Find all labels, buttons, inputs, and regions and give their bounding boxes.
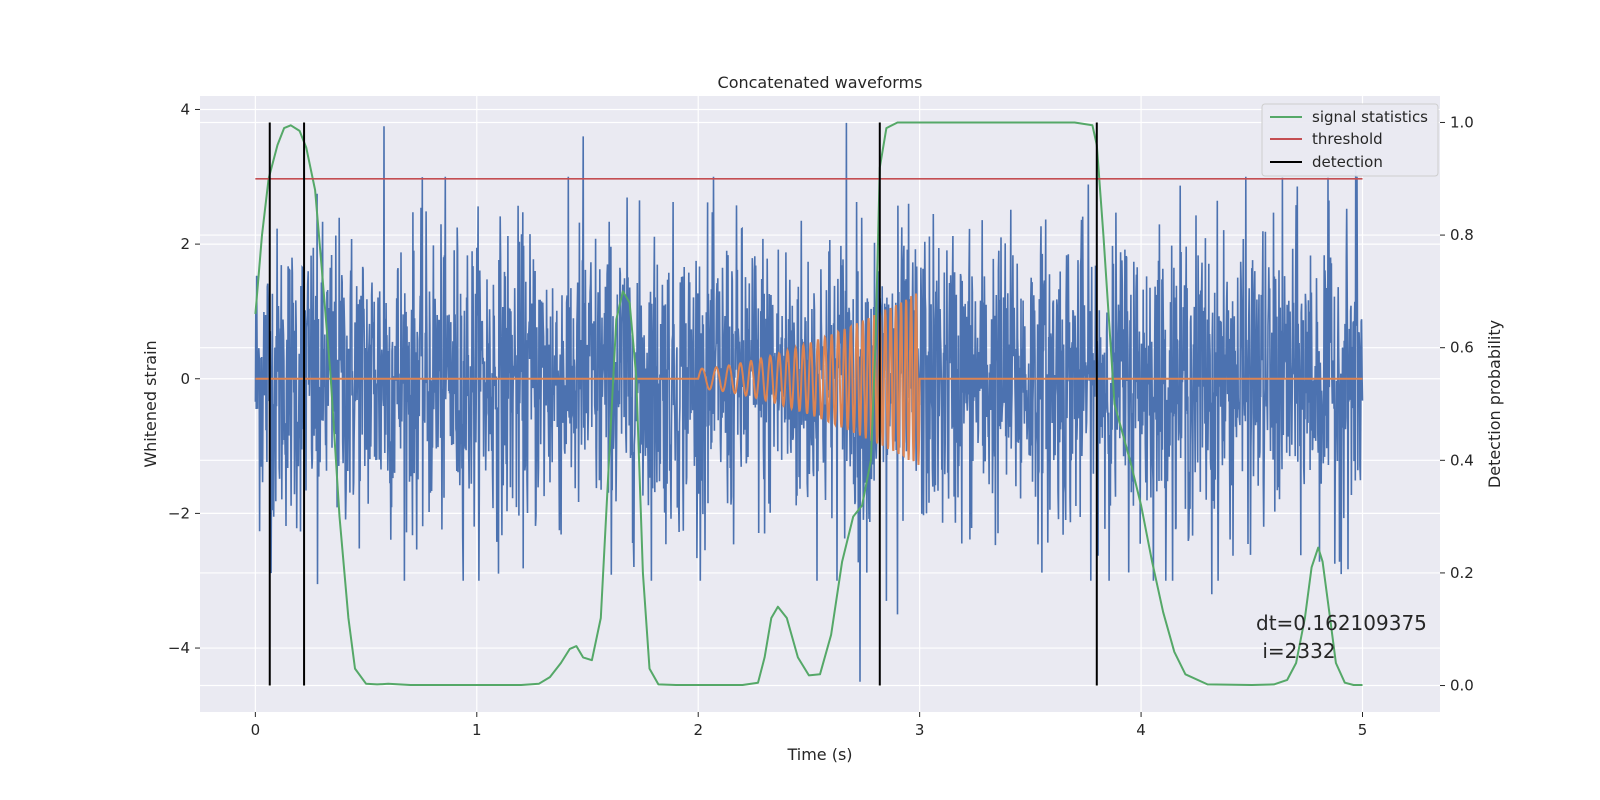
y-axis-left: −4 −2 0 2 4 [168, 100, 200, 657]
x-tick-label-5: 5 [1358, 721, 1368, 739]
y-axis-label: Whitened strain [141, 340, 160, 467]
y2-axis-label: Detection probability [1485, 320, 1504, 488]
legend-label-signal-statistics: signal statistics [1312, 108, 1428, 126]
y2-tick-label-2: 0.4 [1450, 451, 1474, 469]
legend: signal statistics threshold detection [1261, 103, 1439, 177]
detection-series [268, 122, 1098, 686]
y-tick-label-0: −4 [168, 639, 190, 657]
x-axis: 0 1 2 3 4 5 [251, 712, 1368, 739]
annotation: dt=0.162109375 i=2332 [1256, 611, 1427, 663]
x-tick-label-0: 0 [251, 721, 261, 739]
y2-tick-label-4: 0.8 [1450, 226, 1474, 244]
x-tick-label-2: 2 [693, 721, 703, 739]
y-axis-right: 0.0 0.2 0.4 0.6 0.8 1.0 [1440, 113, 1474, 695]
y2-tick-label-5: 1.0 [1450, 113, 1474, 131]
y-tick-label-4: 4 [180, 100, 190, 118]
y-tick-label-1: −2 [168, 504, 190, 522]
x-tick-label-3: 3 [915, 721, 925, 739]
y2-tick-label-1: 0.2 [1450, 564, 1474, 582]
chart-title: Concatenated waveforms [718, 73, 923, 92]
y-tick-label-3: 2 [180, 235, 190, 253]
signal-statistics-line [254, 121, 1363, 686]
annotation-line-1: dt=0.162109375 [1256, 611, 1427, 635]
template-line [255, 293, 1363, 465]
legend-label-threshold: threshold [1312, 130, 1383, 148]
y2-tick-label-3: 0.6 [1450, 339, 1474, 357]
annotation-line-2: i=2332 [1256, 639, 1336, 663]
x-tick-label-4: 4 [1136, 721, 1146, 739]
y-tick-label-2: 0 [180, 370, 190, 388]
x-axis-label: Time (s) [786, 745, 852, 764]
template-series [255, 293, 1363, 465]
y2-tick-label-0: 0.0 [1450, 677, 1474, 695]
legend-label-detection: detection [1312, 153, 1383, 171]
x-tick-label-1: 1 [472, 721, 482, 739]
signal-statistics-series [254, 121, 1363, 686]
legend-box [1261, 103, 1439, 177]
